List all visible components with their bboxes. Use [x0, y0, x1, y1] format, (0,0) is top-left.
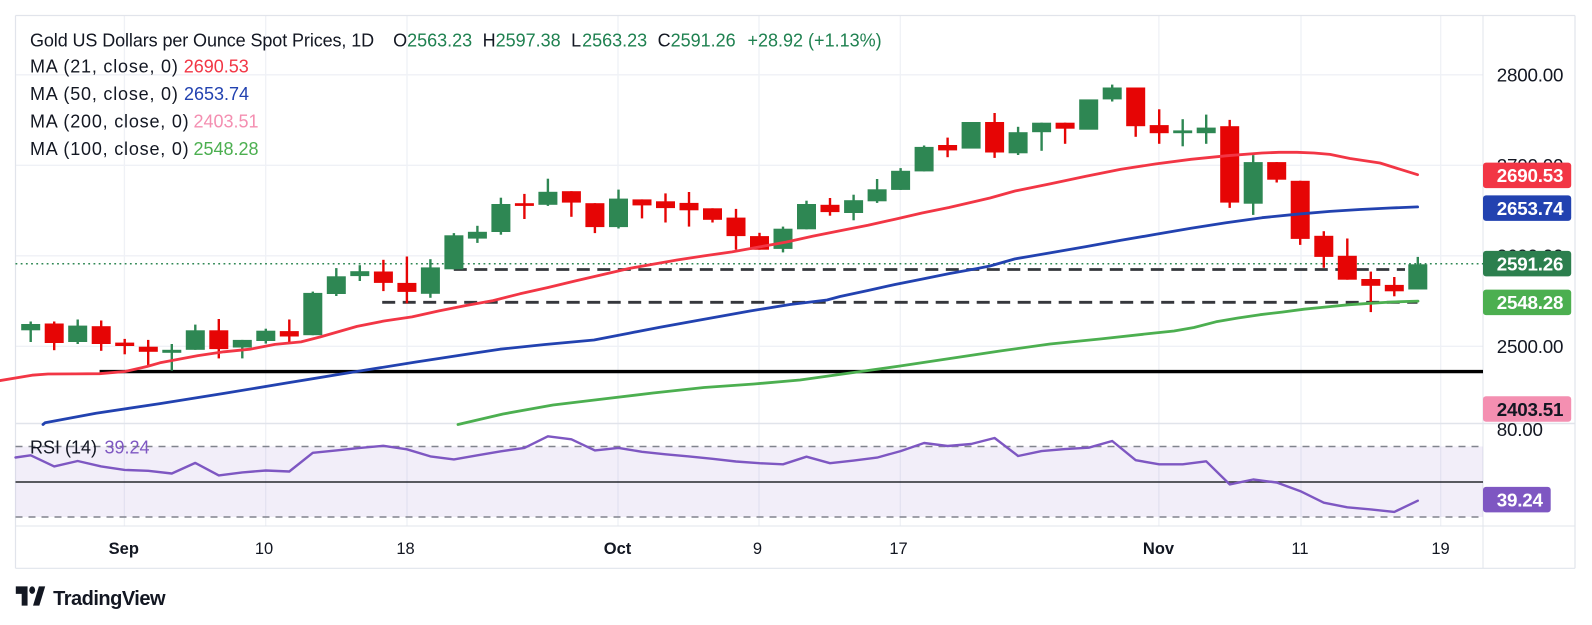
svg-text:TradingView: TradingView [53, 588, 166, 610]
svg-text:2563.23: 2563.23 [407, 31, 472, 51]
svg-text:11: 11 [1291, 540, 1308, 558]
svg-text:2500.00: 2500.00 [1497, 336, 1564, 357]
svg-text:2403.51: 2403.51 [194, 111, 259, 131]
svg-text:2597.38: 2597.38 [496, 31, 561, 51]
svg-text:RSI (14): RSI (14) [30, 438, 97, 458]
svg-text:+28.92 (+1.13%): +28.92 (+1.13%) [748, 31, 882, 51]
svg-text:39.24: 39.24 [105, 438, 150, 458]
svg-text:2403.51: 2403.51 [1497, 399, 1564, 420]
svg-text:MA (21, close, 0): MA (21, close, 0) [30, 57, 179, 77]
svg-text:Sep: Sep [109, 540, 139, 558]
svg-text:Nov: Nov [1143, 540, 1175, 558]
svg-text:MA (200, close, 0): MA (200, close, 0) [30, 111, 189, 131]
svg-text:L: L [571, 31, 581, 51]
svg-text:O: O [393, 31, 407, 51]
svg-text:2563.23: 2563.23 [582, 31, 647, 51]
svg-text:2548.28: 2548.28 [194, 139, 259, 159]
svg-text:10: 10 [255, 540, 273, 558]
svg-text:17: 17 [889, 540, 907, 558]
svg-text:2653.74: 2653.74 [184, 84, 249, 104]
svg-text:39.24: 39.24 [1497, 490, 1544, 511]
svg-text:9: 9 [753, 540, 762, 558]
svg-text:18: 18 [396, 540, 414, 558]
svg-text:2653.74: 2653.74 [1497, 198, 1564, 219]
svg-text:2690.53: 2690.53 [184, 57, 249, 77]
svg-text:2690.53: 2690.53 [1497, 165, 1564, 186]
svg-text:2591.26: 2591.26 [1497, 254, 1564, 275]
svg-text:MA (50, close, 0): MA (50, close, 0) [30, 84, 179, 104]
svg-text:Gold US Dollars per Ounce Spot: Gold US Dollars per Ounce Spot Prices, 1… [30, 31, 374, 51]
svg-text:Oct: Oct [604, 540, 632, 558]
svg-text:19: 19 [1431, 540, 1449, 558]
svg-text:2591.26: 2591.26 [671, 31, 736, 51]
svg-text:H: H [483, 31, 496, 51]
svg-text:2800.00: 2800.00 [1497, 65, 1564, 86]
svg-text:C: C [658, 31, 671, 51]
svg-text:80.00: 80.00 [1497, 419, 1543, 440]
svg-text:MA (100, close, 0): MA (100, close, 0) [30, 139, 189, 159]
svg-text:2548.28: 2548.28 [1497, 292, 1564, 313]
